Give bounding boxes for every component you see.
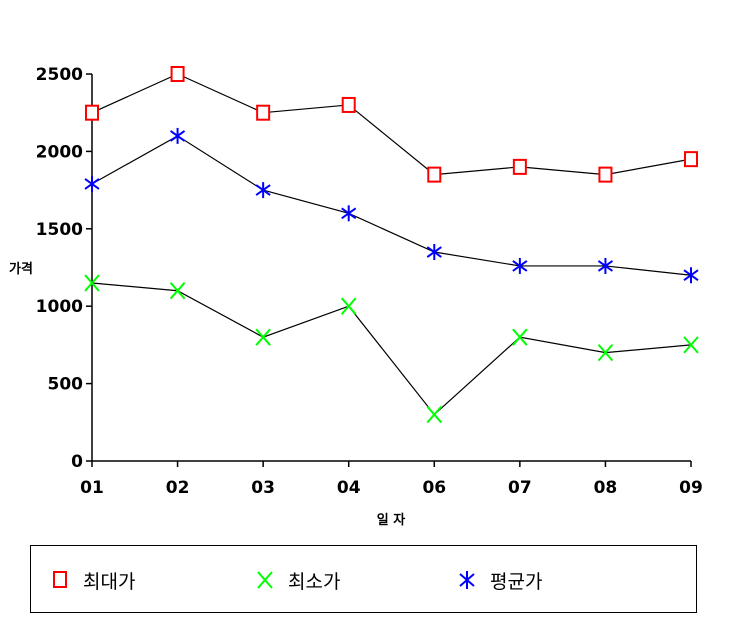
series-line-1: [91, 282, 692, 416]
x-marker: [84, 274, 100, 292]
star-marker-icon: [459, 571, 475, 589]
star-marker-stroke: [512, 260, 528, 272]
x-marker: [426, 405, 443, 424]
square-marker: [512, 158, 527, 175]
star-marker-stroke: [426, 246, 442, 258]
square-marker: [598, 166, 613, 183]
x-marker: [597, 343, 614, 362]
x-marker-icon: [257, 571, 273, 589]
x-marker-stroke: [255, 328, 271, 346]
star-marker: [169, 127, 186, 144]
x-marker: [169, 282, 186, 300]
x-marker: [512, 328, 528, 346]
legend: 최대가 최소가 평균가: [30, 545, 697, 613]
legend-label-max: 최대가: [83, 570, 136, 593]
y-tick-label: 0: [71, 452, 83, 472]
x-marker-stroke: [512, 328, 528, 346]
series-line-0: [91, 73, 692, 176]
square-marker: [684, 151, 698, 168]
x-tick-label: 03: [251, 478, 275, 498]
star-marker: [426, 244, 442, 261]
x-axis-title: 일 자: [377, 513, 405, 528]
y-tick-label: 2500: [36, 65, 83, 85]
square-marker: [341, 96, 356, 113]
star-marker: [84, 175, 100, 192]
series-markers: [84, 66, 699, 424]
star-marker: [341, 205, 357, 222]
legend-label-avg: 평균가: [490, 570, 543, 593]
x-tick-label: 01: [80, 478, 104, 498]
star-marker-stroke: [84, 178, 100, 190]
square-marker: [256, 104, 271, 121]
legend-item-avg: 평균가: [458, 546, 542, 614]
x-marker-stroke: [597, 343, 614, 362]
star-marker-stroke: [597, 260, 614, 272]
x-marker-stroke: [340, 297, 357, 315]
series-line-2: [91, 135, 692, 276]
x-marker: [683, 336, 699, 354]
axes: 0 500 1000 1500 2000 2500 01 02 03 04 06 07 08 09: [36, 65, 703, 498]
x-tick-label: 08: [594, 478, 618, 498]
series-lines: [91, 73, 692, 416]
star-marker-stroke: [341, 207, 357, 220]
square-marker: [427, 166, 442, 183]
y-axis-title: 가격: [9, 262, 33, 277]
x-marker: [255, 328, 271, 346]
legend-item-min: 최소가: [256, 546, 340, 614]
star-marker-stroke: [169, 130, 186, 142]
star-marker: [255, 182, 271, 199]
star-marker-stroke: [683, 269, 699, 282]
y-tick-label: 1500: [36, 220, 83, 240]
star-marker-stroke: [255, 184, 271, 196]
x-marker-stroke: [426, 405, 443, 424]
square-marker: [170, 66, 185, 82]
x-marker-stroke: [84, 274, 100, 292]
star-marker: [597, 257, 614, 274]
square-marker: [85, 104, 99, 121]
x-marker: [340, 297, 357, 315]
x-tick-label: 02: [166, 478, 190, 498]
legend-item-max: 최대가: [53, 546, 135, 614]
x-tick-label: 09: [679, 478, 703, 498]
y-tick-label: 500: [48, 375, 84, 395]
square-marker-icon: [53, 571, 67, 588]
y-tick-label: 2000: [36, 142, 83, 162]
x-marker-stroke: [169, 282, 186, 300]
y-tick-label: 1000: [36, 297, 83, 317]
star-marker: [512, 257, 528, 274]
x-marker-stroke: [683, 336, 699, 354]
x-tick-label: 04: [337, 478, 361, 498]
x-tick-label: 07: [508, 478, 532, 498]
legend-label-min: 최소가: [288, 570, 341, 593]
x-tick-label: 06: [422, 478, 446, 498]
star-marker: [683, 267, 699, 284]
